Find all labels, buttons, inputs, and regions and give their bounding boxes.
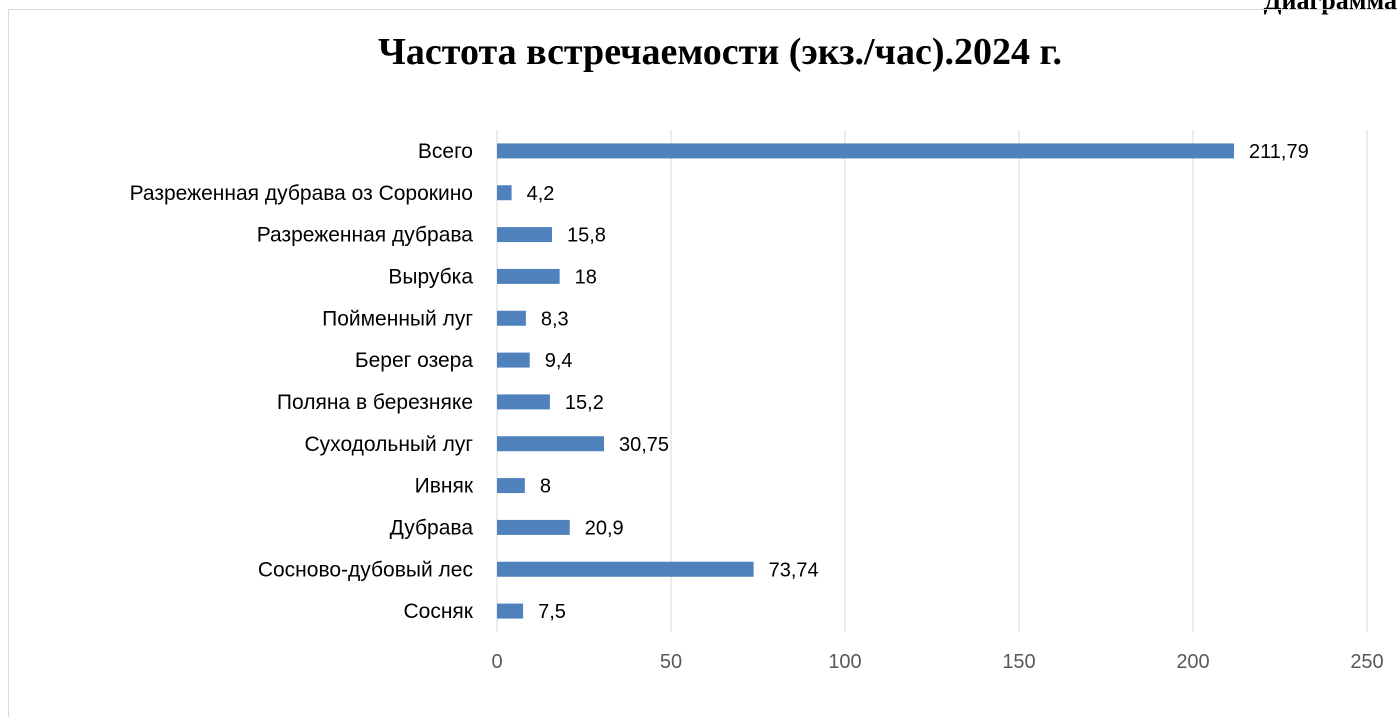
data-label: 73,74 bbox=[769, 559, 819, 581]
bar bbox=[497, 227, 552, 243]
grid-lines bbox=[496, 130, 1368, 632]
x-tick-label: 100 bbox=[828, 651, 861, 673]
bar bbox=[497, 478, 525, 494]
category-label: Вырубка bbox=[388, 265, 473, 288]
data-label: 20,9 bbox=[585, 517, 624, 539]
bars bbox=[497, 143, 1235, 619]
bar bbox=[497, 268, 560, 284]
data-label: 30,75 bbox=[619, 434, 669, 456]
bar bbox=[497, 394, 550, 410]
category-label: Разреженная дубрава bbox=[257, 224, 474, 247]
data-label: 7,5 bbox=[538, 601, 566, 623]
bar bbox=[497, 561, 754, 577]
x-tick-label: 150 bbox=[1002, 651, 1035, 673]
category-label: Ивняк bbox=[415, 475, 474, 498]
category-labels: Всего Разреженная дубрава оз Сорокино Разр… bbox=[130, 140, 474, 623]
bar bbox=[497, 603, 524, 619]
bar bbox=[497, 352, 530, 368]
category-label: Поляна в березняке bbox=[277, 391, 473, 414]
value-labels: 211,79 4,2 15,8 18 8,3 9,4 15,2 30,75 8 20,9 73,74… bbox=[527, 141, 1309, 623]
x-tick-label: 250 bbox=[1350, 651, 1383, 673]
bar bbox=[497, 143, 1235, 159]
x-tick-label: 50 bbox=[660, 651, 682, 673]
data-label: 4,2 bbox=[527, 183, 555, 205]
data-label: 15,8 bbox=[567, 225, 606, 247]
data-label: 15,2 bbox=[565, 392, 604, 414]
category-label: Разреженная дубрава оз Сорокино bbox=[130, 182, 473, 205]
chart-title: Частота встречаемости (экз./час).2024 г. bbox=[378, 31, 1062, 73]
data-label: 9,4 bbox=[545, 350, 573, 372]
data-label: 8,3 bbox=[541, 308, 569, 330]
bar bbox=[497, 436, 605, 452]
data-label: 211,79 bbox=[1249, 141, 1309, 163]
bar bbox=[497, 310, 526, 326]
chart-frame bbox=[8, 9, 1397, 717]
category-label: Дубрава bbox=[390, 516, 474, 539]
x-tick-label: 0 bbox=[491, 651, 502, 673]
corner-heading-fragment: Диаграмма bbox=[1263, 0, 1397, 15]
x-tick-labels: 0 50 100 150 200 250 bbox=[491, 651, 1383, 673]
category-label: Сосняк bbox=[403, 600, 473, 623]
data-label: 18 bbox=[575, 266, 597, 288]
bar bbox=[497, 519, 570, 535]
data-label: 8 bbox=[540, 476, 551, 498]
category-label: Суходольный луг bbox=[305, 433, 474, 456]
bar bbox=[497, 185, 512, 201]
category-label: Всего bbox=[418, 140, 473, 163]
category-label: Пойменный луг bbox=[322, 307, 473, 330]
category-label: Сосново-дубовый лес bbox=[258, 558, 473, 581]
x-tick-label: 200 bbox=[1176, 651, 1209, 673]
category-label: Берег озера bbox=[355, 349, 474, 372]
